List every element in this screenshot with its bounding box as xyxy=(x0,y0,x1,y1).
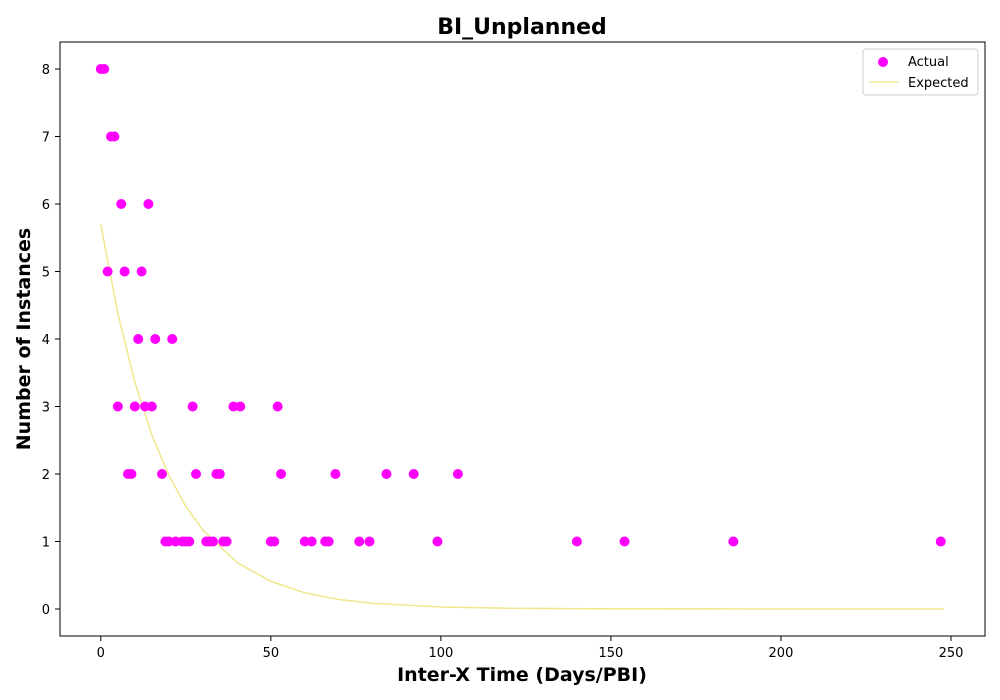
data-point-actual xyxy=(272,401,283,412)
data-point-actual xyxy=(167,334,178,344)
legend-expected-label: Expected xyxy=(908,76,969,91)
data-point-actual xyxy=(133,334,144,344)
data-point-actual xyxy=(728,536,739,547)
y-tick-label: 7 xyxy=(42,131,50,146)
data-point-actual xyxy=(364,536,375,547)
data-point-actual xyxy=(157,469,168,479)
data-point-actual xyxy=(432,536,443,547)
data-point-actual xyxy=(221,536,232,547)
data-point-actual xyxy=(150,334,161,344)
data-point-actual xyxy=(126,469,137,479)
legend-box xyxy=(862,48,979,96)
y-axis: 0 1 2 3 4 5 6 7 8 xyxy=(42,63,60,618)
data-point-actual xyxy=(276,469,287,479)
data-point-actual xyxy=(109,131,120,142)
data-point-actual xyxy=(214,469,225,479)
data-point-actual xyxy=(269,536,280,547)
legend: Actual Expected xyxy=(862,48,979,96)
plot-area xyxy=(59,41,986,637)
data-point-actual xyxy=(381,469,392,479)
y-tick-label: 6 xyxy=(42,198,50,213)
data-point-actual xyxy=(619,536,630,547)
y-tick-label: 0 xyxy=(42,603,50,618)
data-point-actual xyxy=(116,199,127,209)
data-point-actual xyxy=(184,536,195,547)
data-point-actual xyxy=(408,469,419,479)
data-point-actual xyxy=(330,469,341,479)
data-point-actual xyxy=(102,266,113,277)
data-point-actual xyxy=(191,469,202,479)
data-point-actual xyxy=(129,401,140,412)
data-point-actual xyxy=(235,401,246,412)
data-point-actual xyxy=(354,536,365,547)
data-point-actual xyxy=(306,536,317,547)
x-axis: 0 50 100 150 200 250 xyxy=(97,636,964,661)
data-point-actual xyxy=(208,536,219,547)
data-point-actual xyxy=(143,199,154,209)
y-tick-label: 8 xyxy=(42,63,50,78)
x-tick-label: 100 xyxy=(428,646,453,661)
data-point-actual xyxy=(136,266,147,277)
data-point-actual xyxy=(571,536,582,547)
data-point-actual xyxy=(119,266,130,277)
legend-actual-marker xyxy=(878,57,888,67)
chart-title: BI_Unplanned xyxy=(437,15,607,40)
y-tick-label: 4 xyxy=(42,333,50,348)
y-tick-label: 5 xyxy=(42,266,50,281)
y-axis-label: Number of Instances xyxy=(13,228,35,450)
x-axis-label: Inter-X Time (Days/PBI) xyxy=(397,664,647,686)
x-tick-label: 200 xyxy=(769,646,794,661)
data-point-actual xyxy=(323,536,334,547)
expected-line xyxy=(100,224,945,610)
data-point-actual xyxy=(112,401,123,412)
data-point-actual xyxy=(146,401,157,412)
y-tick-label: 3 xyxy=(42,401,50,416)
x-tick-label: 50 xyxy=(263,646,280,661)
data-point-actual xyxy=(935,536,946,547)
legend-actual-label: Actual xyxy=(908,55,949,70)
data-point-actual xyxy=(99,64,110,74)
data-point-actual xyxy=(452,469,463,479)
y-tick-label: 1 xyxy=(42,536,50,551)
x-tick-label: 150 xyxy=(599,646,624,661)
data-point-actual xyxy=(187,401,198,412)
x-tick-label: 250 xyxy=(939,646,964,661)
y-tick-label: 2 xyxy=(42,468,50,483)
x-tick-label: 0 xyxy=(97,646,105,661)
